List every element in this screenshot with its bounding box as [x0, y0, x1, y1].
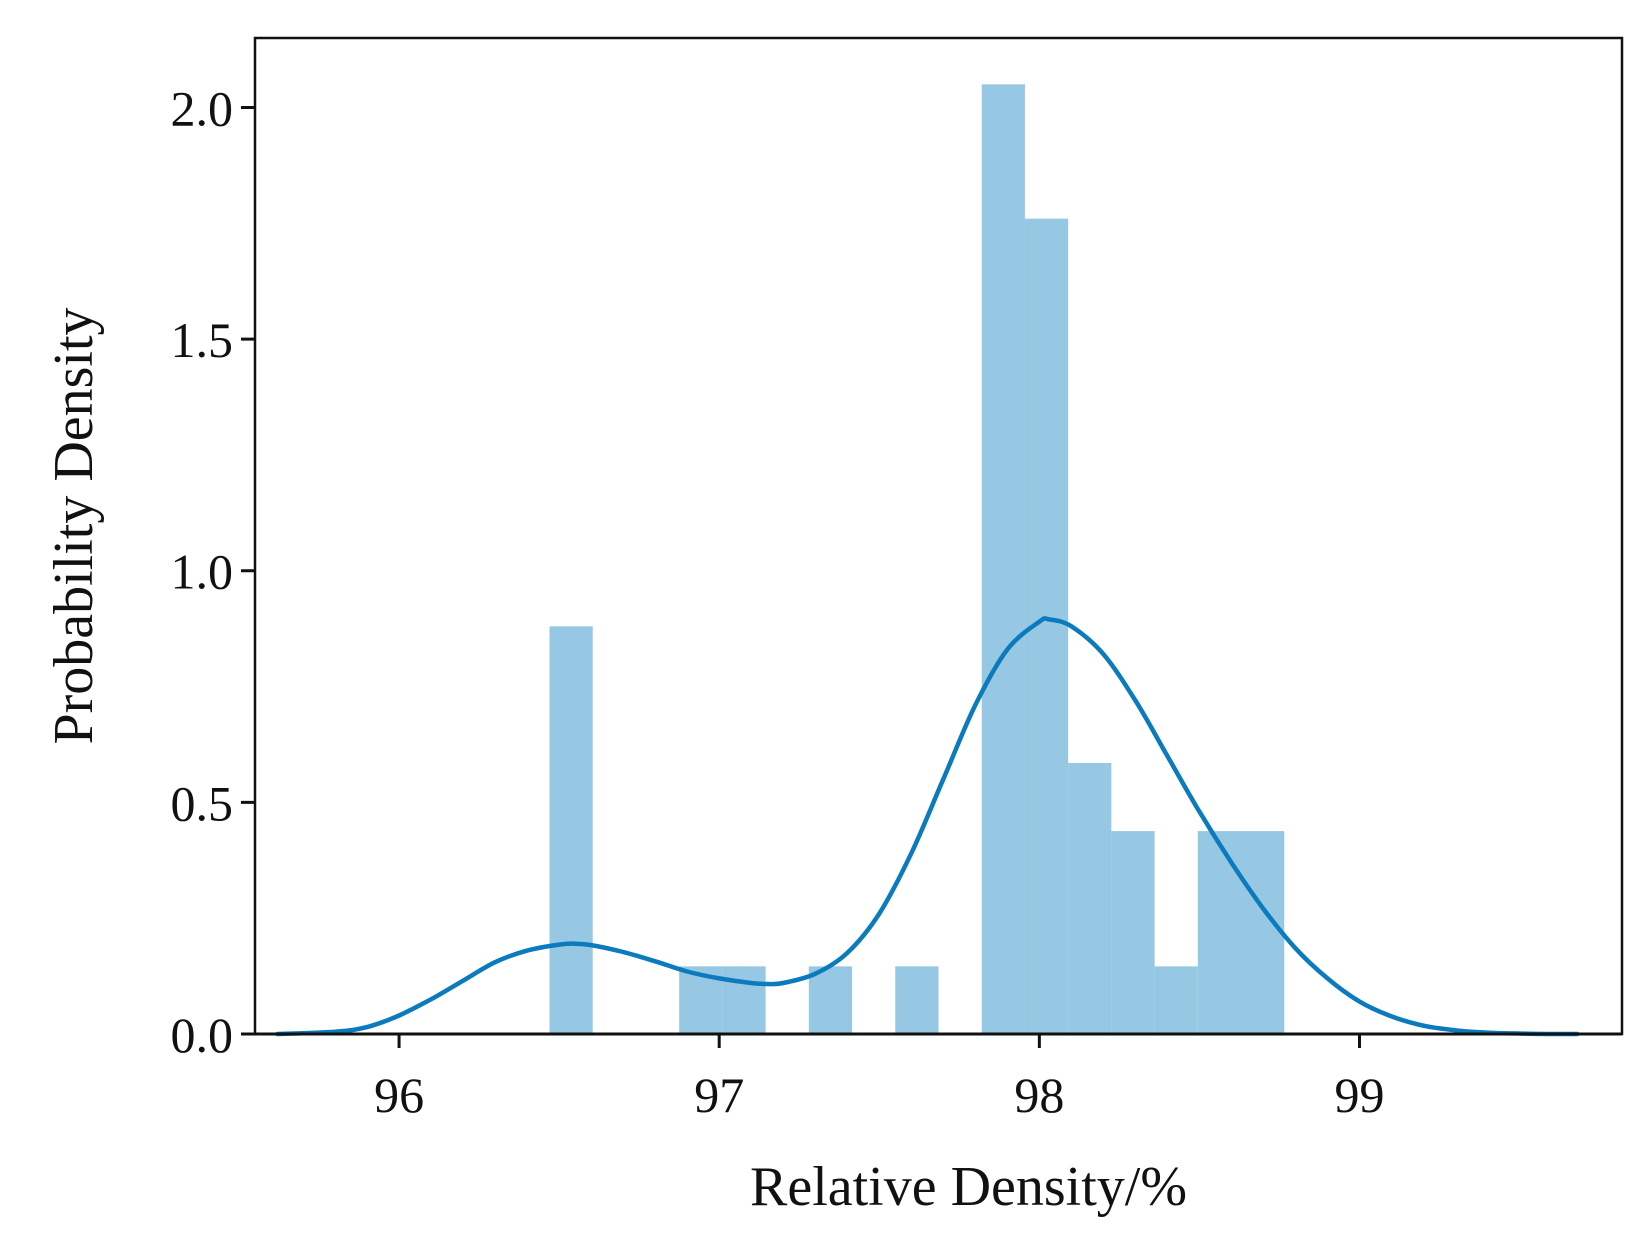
plot-frame — [253, 36, 1624, 1036]
y-axis-label: Probability Density — [43, 307, 105, 744]
y-tick-label: 1.5 — [171, 312, 234, 368]
histogram-bar-10 — [981, 84, 1025, 1035]
histogram-bar-12 — [1068, 762, 1112, 1034]
histogram-bar-6 — [808, 966, 853, 1034]
y-tick-label: 0.0 — [171, 1007, 234, 1063]
x-axis-ticks: 96 97 98 99 — [374, 1034, 1384, 1123]
x-tick-label: 97 — [694, 1067, 744, 1123]
histogram-bar-13 — [1111, 831, 1155, 1034]
histogram-bar-8 — [895, 966, 939, 1034]
y-tick-label: 1.0 — [171, 544, 234, 600]
histogram-bar-16 — [1241, 831, 1285, 1034]
histogram-bar-4 — [722, 966, 766, 1034]
histogram-bars — [549, 84, 1285, 1035]
y-tick-label: 0.5 — [171, 775, 234, 831]
y-axis-ticks: 0.0 0.5 1.0 1.5 2.0 — [171, 80, 255, 1063]
histogram-bar-15 — [1197, 831, 1242, 1034]
histogram-bar-0 — [549, 626, 593, 1034]
x-tick-label: 98 — [1014, 1067, 1064, 1123]
x-axis-label: Relative Density/% — [750, 1156, 1187, 1218]
histogram-bar-14 — [1154, 966, 1198, 1034]
x-tick-label: 96 — [374, 1067, 424, 1123]
y-tick-label: 2.0 — [171, 80, 234, 136]
kde-curve — [275, 616, 1580, 1037]
x-tick-label: 99 — [1334, 1067, 1384, 1123]
